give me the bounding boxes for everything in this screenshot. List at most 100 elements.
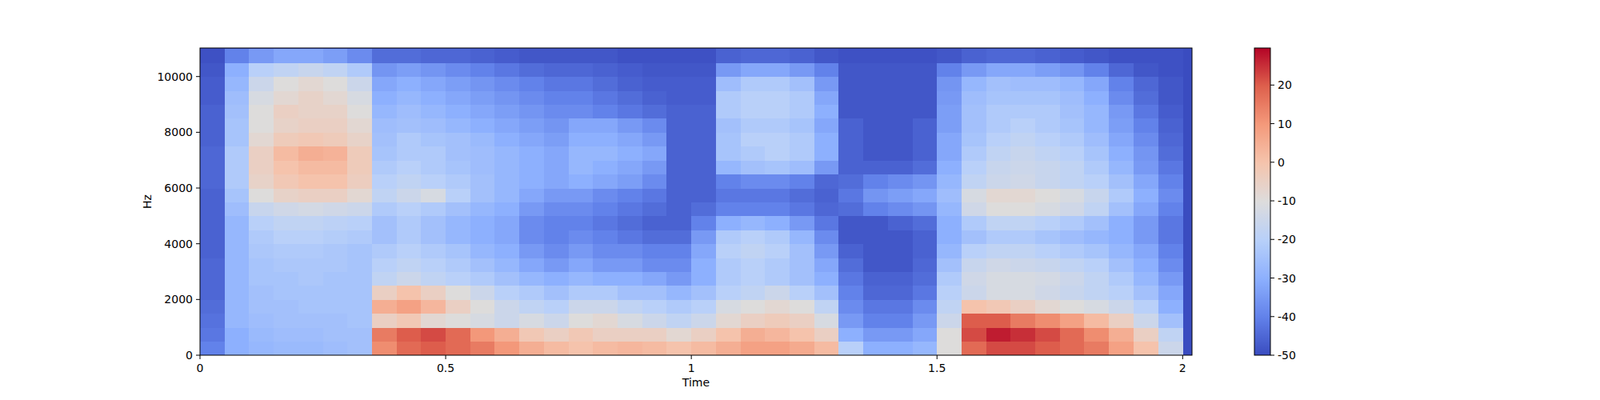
cell xyxy=(691,48,716,64)
cell xyxy=(691,313,716,328)
cell xyxy=(568,132,594,147)
cell xyxy=(568,76,594,92)
cell xyxy=(961,62,987,77)
cell xyxy=(666,257,692,272)
cell xyxy=(863,48,888,64)
cell xyxy=(396,174,422,189)
cell xyxy=(838,146,864,161)
cell xyxy=(372,174,397,189)
cell xyxy=(372,188,397,203)
cell xyxy=(888,299,913,314)
cell xyxy=(888,160,913,175)
cell xyxy=(544,272,569,287)
cell xyxy=(1133,341,1159,356)
cell xyxy=(323,48,348,64)
cell xyxy=(691,229,716,244)
cell xyxy=(494,229,520,244)
cell xyxy=(494,174,520,189)
cell xyxy=(1010,160,1036,175)
cell xyxy=(544,76,569,92)
cell xyxy=(838,104,864,120)
cell xyxy=(1133,118,1159,133)
cell xyxy=(1133,313,1159,328)
cell xyxy=(1035,90,1060,105)
cell xyxy=(986,76,1012,92)
cell xyxy=(396,62,422,77)
cell xyxy=(764,327,790,342)
cell xyxy=(494,244,520,259)
cell xyxy=(347,272,372,287)
cell xyxy=(888,104,913,120)
cell xyxy=(961,118,987,133)
cell xyxy=(420,341,446,356)
cell xyxy=(961,257,987,272)
cell xyxy=(691,257,716,272)
cell xyxy=(642,146,668,161)
cell xyxy=(691,104,716,120)
cell xyxy=(1158,272,1184,287)
cell xyxy=(888,216,913,231)
cell xyxy=(740,244,766,259)
x-axis-label: Time xyxy=(681,376,710,389)
cell xyxy=(396,132,422,147)
cell xyxy=(1084,132,1109,147)
cell xyxy=(1035,327,1060,342)
cell xyxy=(273,48,299,64)
cell xyxy=(445,174,471,189)
cell xyxy=(789,132,815,147)
cell xyxy=(764,174,790,189)
cell xyxy=(248,174,274,189)
cell xyxy=(323,160,348,175)
cell xyxy=(1158,327,1184,342)
cell xyxy=(224,118,250,133)
cell xyxy=(347,201,372,216)
cell xyxy=(248,146,274,161)
cell xyxy=(764,146,790,161)
cell xyxy=(445,76,471,92)
cell xyxy=(789,313,815,328)
cell xyxy=(936,132,962,147)
cell xyxy=(986,118,1012,133)
cell xyxy=(961,90,987,105)
cell xyxy=(691,327,716,342)
cell xyxy=(273,229,299,244)
cell xyxy=(838,160,864,175)
cell xyxy=(445,104,471,120)
cell xyxy=(396,160,422,175)
cell xyxy=(568,272,594,287)
cell xyxy=(666,285,692,300)
cell xyxy=(544,132,569,147)
cell xyxy=(1010,313,1036,328)
cell xyxy=(814,76,840,92)
cell xyxy=(838,327,864,342)
cell xyxy=(617,244,643,259)
cell xyxy=(592,90,618,105)
cell xyxy=(298,244,324,259)
cell xyxy=(544,313,569,328)
cell xyxy=(912,244,938,259)
cell xyxy=(838,313,864,328)
cell xyxy=(273,299,299,314)
cell xyxy=(519,160,544,175)
cell xyxy=(1035,229,1060,244)
cell xyxy=(1035,62,1060,77)
cell xyxy=(1010,76,1036,92)
cell xyxy=(372,104,397,120)
cell xyxy=(323,327,348,342)
cell xyxy=(863,341,888,356)
cell xyxy=(568,62,594,77)
cell xyxy=(617,174,643,189)
cell xyxy=(494,327,520,342)
cell xyxy=(789,160,815,175)
cell xyxy=(1158,146,1184,161)
cell xyxy=(396,299,422,314)
cell xyxy=(273,160,299,175)
cell xyxy=(1010,272,1036,287)
cell xyxy=(445,146,471,161)
y-tick xyxy=(196,243,200,244)
cell xyxy=(838,272,864,287)
cell xyxy=(642,229,668,244)
cell xyxy=(568,48,594,64)
cell xyxy=(1108,285,1134,300)
cell xyxy=(544,160,569,175)
